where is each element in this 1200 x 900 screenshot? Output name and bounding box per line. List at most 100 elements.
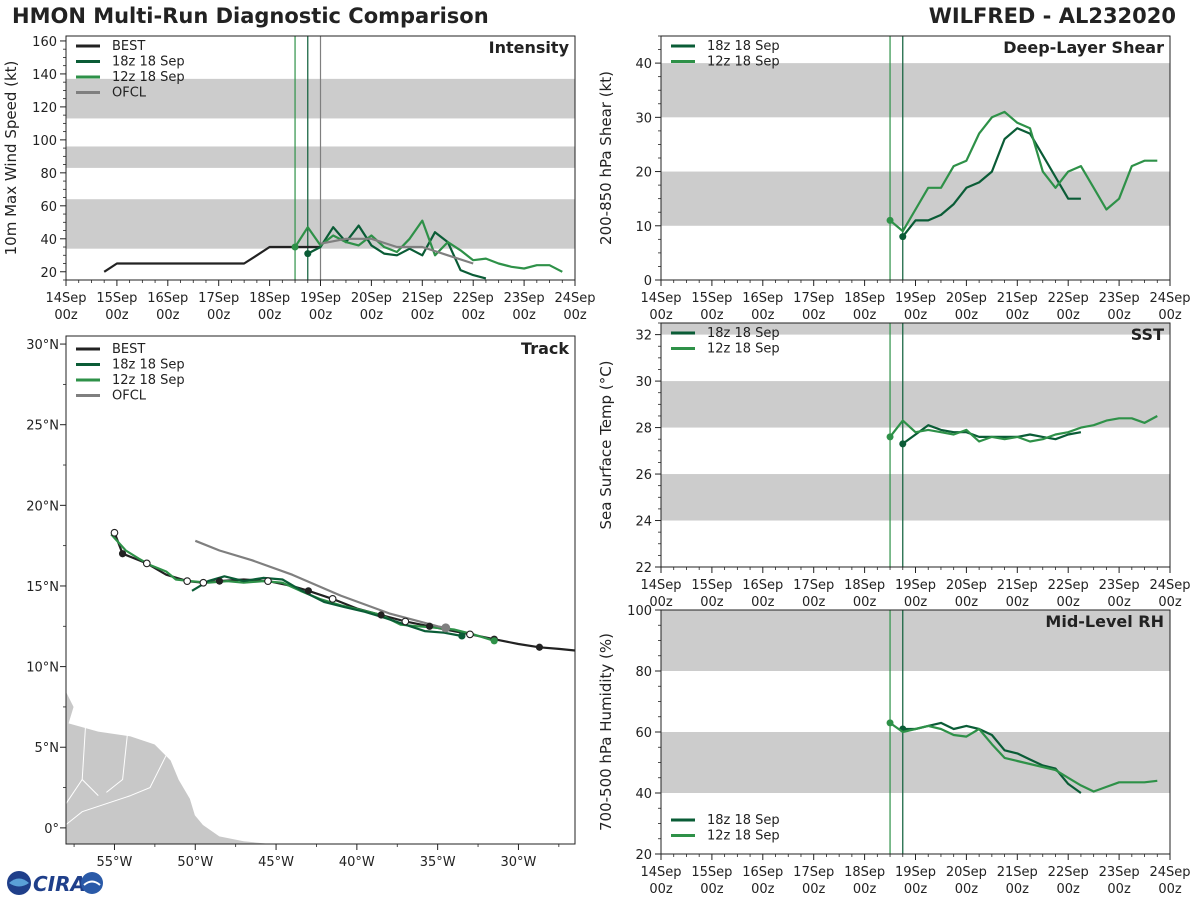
rh-xtick-label-day: 22Sep xyxy=(1048,865,1089,880)
sst-xtick-label-hour: 00z xyxy=(955,595,979,610)
intensity-xtick-label-hour: 00z xyxy=(156,308,180,323)
shear-title: Deep-Layer Shear xyxy=(1003,38,1164,57)
rh-xtick-label-hour: 00z xyxy=(802,882,826,897)
rh-ytick-label: 40 xyxy=(635,787,652,802)
logo-swirl-icon xyxy=(9,878,29,887)
track-frame xyxy=(65,335,576,845)
intensity-xtick-label-hour: 00z xyxy=(54,308,78,323)
track-point-open xyxy=(401,617,410,626)
rh-start-point xyxy=(886,719,894,727)
sst-ylabel: Sea Surface Temp (°C) xyxy=(597,360,615,529)
sst-xtick-label-hour: 00z xyxy=(1006,595,1030,610)
track-line-18z-18-sep xyxy=(191,575,463,638)
rh-xtick-label-hour: 00z xyxy=(649,882,673,897)
shear-xtick-label-day: 15Sep xyxy=(691,291,732,306)
country-border-1 xyxy=(106,734,128,793)
shear-legend-entry: 18z 18 Sep xyxy=(707,39,780,54)
track-legend-entry: OFCL xyxy=(112,389,147,404)
intensity-ytick-label: 140 xyxy=(32,68,57,83)
track-point-open xyxy=(328,595,337,603)
sst-series-12z-18-sep xyxy=(889,415,1158,443)
shear-xtick-label-day: 21Sep xyxy=(997,291,1038,306)
intensity-ytick-label: 120 xyxy=(32,101,57,116)
shear-xtick-label-day: 23Sep xyxy=(1099,291,1140,306)
sst-xtick-label-hour: 00z xyxy=(751,595,775,610)
rh-xtick-label-hour: 00z xyxy=(1057,882,1081,897)
rh-xtick-label-day: 21Sep xyxy=(997,865,1038,880)
sst-title: SST xyxy=(1131,325,1164,344)
intensity-xtick-label-day: 14Sep xyxy=(45,291,86,306)
shear-xtick-label-day: 22Sep xyxy=(1048,291,1089,306)
sst-ytick-label: 30 xyxy=(635,375,652,390)
rh-xtick-label-day: 16Sep xyxy=(742,865,783,880)
track-point-filled xyxy=(377,611,385,619)
track-xtick-label: 50°W xyxy=(177,855,213,870)
rh-band-0 xyxy=(661,732,1170,793)
intensity-xtick-label-day: 19Sep xyxy=(300,291,341,306)
sst-xtick-label-day: 19Sep xyxy=(895,578,936,593)
track-point-open xyxy=(142,559,151,568)
rh-xtick-label-day: 17Sep xyxy=(793,865,834,880)
intensity-xtick-label-day: 15Sep xyxy=(96,291,137,306)
track-point-filled xyxy=(304,587,312,595)
intensity-legend-entry: 12z 18 Sep xyxy=(112,70,185,85)
intensity-series-ofcl xyxy=(320,237,474,265)
sst-band-1 xyxy=(661,381,1170,428)
shear-ylabel: 200-850 hPa Shear (kt) xyxy=(597,71,615,245)
rh-xtick-label-day: 14Sep xyxy=(640,865,681,880)
sst-xtick-label-day: 21Sep xyxy=(997,578,1038,593)
intensity-ytick-label: 40 xyxy=(40,233,57,248)
rh-xtick-label-hour: 00z xyxy=(700,882,724,897)
shear-legend-entry: 12z 18 Sep xyxy=(707,55,780,70)
rh-xtick-label-day: 23Sep xyxy=(1099,865,1140,880)
logo-seal-wave xyxy=(83,880,101,886)
rh-xtick-label-hour: 00z xyxy=(1158,882,1182,897)
track-point-filled xyxy=(490,637,498,645)
sst-ytick-label: 32 xyxy=(635,329,652,344)
sst-start-point xyxy=(886,433,894,441)
track-title: Track xyxy=(521,339,569,358)
rh-title: Mid-Level RH xyxy=(1045,612,1164,631)
sst-xtick-label-day: 16Sep xyxy=(742,578,783,593)
intensity-series-18z-18-sep xyxy=(307,224,487,280)
track-point-open xyxy=(264,577,272,585)
intensity-series-best xyxy=(103,245,321,273)
intensity-xtick-label-hour: 00z xyxy=(360,308,384,323)
intensity-xtick-label-hour: 00z xyxy=(207,308,231,323)
intensity-legend-entry: 18z 18 Sep xyxy=(112,55,185,70)
rh-legend-entry: 18z 18 Sep xyxy=(707,813,780,828)
rh-xtick-label-hour: 00z xyxy=(904,882,928,897)
shear-xtick-label-day: 17Sep xyxy=(793,291,834,306)
sst-xtick-label-hour: 00z xyxy=(649,595,673,610)
sst-xtick-label-day: 20Sep xyxy=(946,578,987,593)
track-point-filled xyxy=(458,632,466,640)
rh-xtick-label-hour: 00z xyxy=(853,882,877,897)
shear-ytick-label: 20 xyxy=(635,166,652,181)
sst-xtick-label-hour: 00z xyxy=(904,595,928,610)
track-chart: 55°W 50°W 45°W 40°W 35°W 30°W 0° 5°N 10°N 15°N 20°… xyxy=(26,335,576,870)
sst-xtick-label-hour: 00z xyxy=(700,595,724,610)
intensity-ylabel: 10m Max Wind Speed (kt) xyxy=(2,61,20,256)
intensity-xtick-label-day: 22Sep xyxy=(453,291,494,306)
shear-xtick-label-hour: 00z xyxy=(904,308,928,323)
shear-chart: 0 10 20 30 40 14Sep 00z 15Sep 00z 16Sep 00z 17Sep 00… xyxy=(597,35,1191,323)
rh-xtick-label-hour: 00z xyxy=(955,882,979,897)
shear-xtick-label-hour: 00z xyxy=(649,308,673,323)
sst-legend-entry: 18z 18 Sep xyxy=(707,326,780,341)
intensity-xtick-label-day: 23Sep xyxy=(504,291,545,306)
rh-ytick-label: 80 xyxy=(635,665,652,680)
rh-xtick-label-day: 18Sep xyxy=(844,865,885,880)
sst-ytick-label: 24 xyxy=(635,515,652,530)
sst-xtick-label-day: 15Sep xyxy=(691,578,732,593)
sst-chart: 22 24 26 28 30 32 14Sep 00z 15Sep 00z 16Sep 00z 17Se… xyxy=(597,322,1191,610)
shear-xtick-label-day: 24Sep xyxy=(1149,291,1190,306)
intensity-xtick-label-hour: 00z xyxy=(309,308,333,323)
logo-seal-icon xyxy=(81,872,103,894)
sst-legend-entry: 12z 18 Sep xyxy=(707,342,780,357)
intensity-legend-entry: OFCL xyxy=(112,86,147,101)
track-point-filled xyxy=(118,550,127,558)
intensity-xtick-label-day: 21Sep xyxy=(402,291,443,306)
shear-xtick-label-hour: 00z xyxy=(1057,308,1081,323)
sst-xtick-label-hour: 00z xyxy=(1057,595,1081,610)
